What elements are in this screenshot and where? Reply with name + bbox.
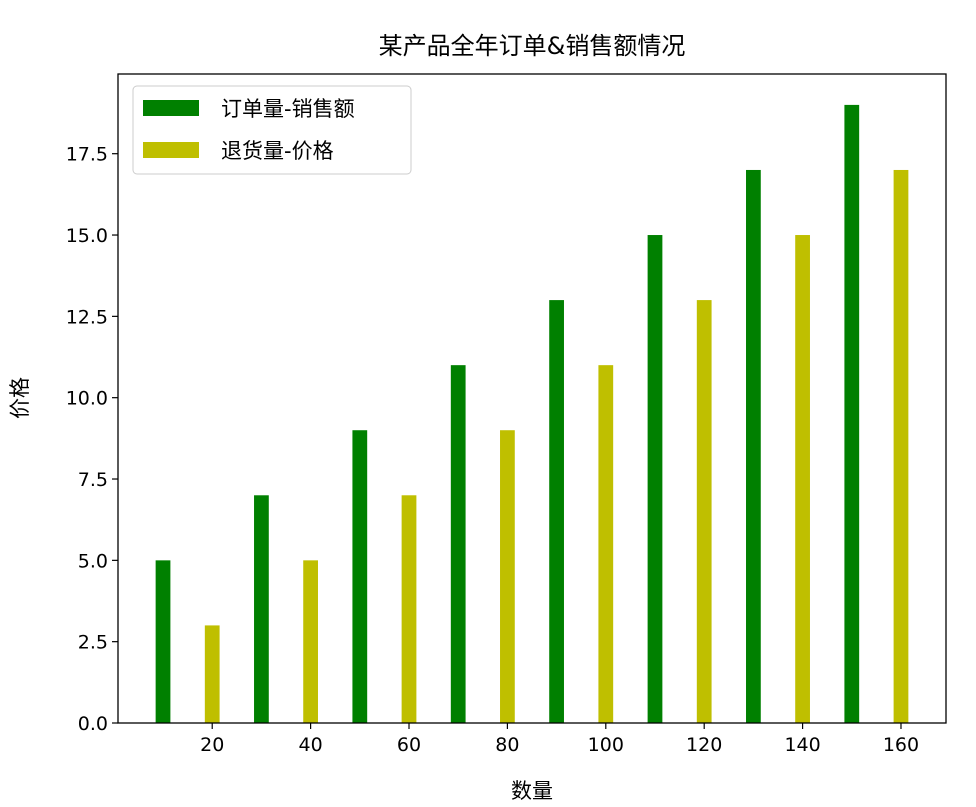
y-tick-label: 0.0 — [78, 713, 108, 735]
y-tick-label: 17.5 — [66, 144, 108, 166]
legend-swatch — [143, 142, 199, 158]
chart-title: 某产品全年订单&销售额情况 — [379, 32, 686, 60]
bar-series1-70 — [450, 365, 466, 723]
y-tick-label: 2.5 — [78, 632, 108, 654]
bar-series2-140 — [795, 235, 810, 723]
y-tick-label: 10.0 — [66, 388, 108, 410]
x-axis-label: 数量 — [511, 779, 553, 803]
x-tick-label: 80 — [495, 734, 519, 756]
bar-series2-160 — [893, 169, 909, 724]
y-tick-label: 12.5 — [66, 306, 108, 328]
x-tick-label: 140 — [784, 734, 820, 756]
x-tick-label: 40 — [299, 734, 323, 756]
bar-series1-50 — [352, 430, 368, 723]
legend-frame — [132, 85, 412, 175]
bar-series1-90 — [549, 300, 564, 723]
bar-series1-130 — [746, 169, 761, 724]
bar-series1-150 — [844, 104, 860, 723]
bar-series2-40 — [303, 560, 318, 723]
x-tick-label: 100 — [588, 734, 624, 756]
bar-series1-110 — [647, 235, 663, 723]
x-tick-label: 120 — [686, 734, 722, 756]
y-tick-label: 15.0 — [66, 225, 108, 247]
bar-series2-20 — [204, 625, 220, 723]
bar-series2-80 — [500, 430, 515, 723]
bar-series1-30 — [254, 495, 269, 723]
legend-label: 退货量-价格 — [221, 139, 334, 163]
x-tick-label: 60 — [397, 734, 421, 756]
bar-series2-120 — [696, 300, 712, 723]
bar-series2-100 — [598, 365, 614, 723]
x-tick-label: 20 — [200, 734, 224, 756]
legend-swatch — [143, 100, 199, 116]
bar-series2-60 — [401, 495, 417, 723]
y-axis-label: 价格 — [8, 377, 32, 419]
y-tick-label: 7.5 — [78, 469, 108, 491]
y-tick-label: 5.0 — [78, 550, 108, 572]
x-tick-label: 160 — [883, 734, 919, 756]
legend-label: 订单量-销售额 — [221, 97, 355, 121]
bar-series1-10 — [155, 560, 171, 723]
plot-frame — [117, 73, 947, 724]
